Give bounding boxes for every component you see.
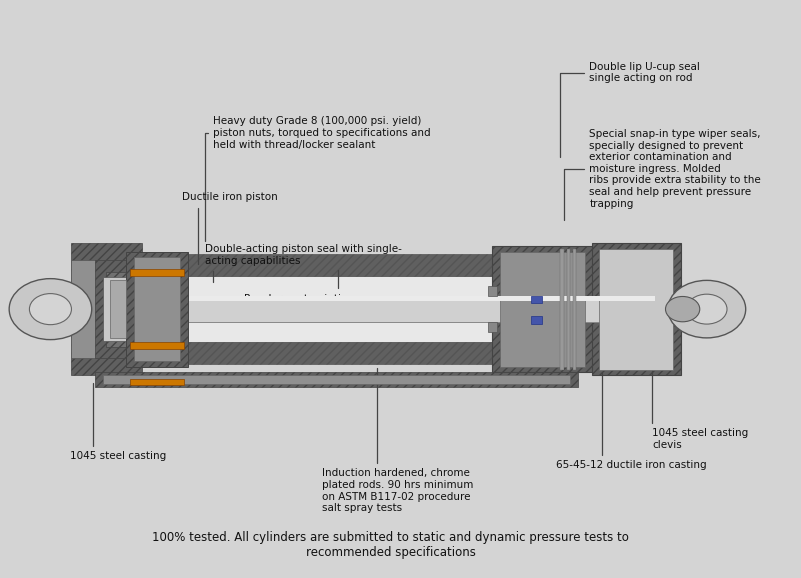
Bar <box>130 379 184 385</box>
Bar <box>561 249 564 369</box>
Text: Special snap-in type wiper seals,
specially designed to prevent
exterior contami: Special snap-in type wiper seals, specia… <box>564 129 761 220</box>
Bar <box>111 280 126 338</box>
Bar <box>573 249 576 369</box>
Bar <box>107 272 128 347</box>
Text: 1045 steel casting: 1045 steel casting <box>70 383 166 461</box>
Bar <box>71 260 142 358</box>
Bar <box>142 276 531 342</box>
Bar <box>134 257 180 361</box>
Bar <box>566 249 570 369</box>
Text: Double-acting piston seal with single-
acting capabilities: Double-acting piston seal with single- a… <box>205 244 402 281</box>
Text: 65-45-12 ductile iron casting: 65-45-12 ductile iron casting <box>556 373 706 470</box>
Circle shape <box>666 297 700 322</box>
Bar <box>142 297 655 301</box>
Text: Powder coat painting: Powder coat painting <box>244 270 355 303</box>
Bar <box>599 249 674 369</box>
Bar <box>488 322 497 332</box>
Text: Ductile iron piston: Ductile iron piston <box>182 192 278 264</box>
Bar <box>71 243 142 375</box>
Circle shape <box>9 279 91 340</box>
Bar <box>592 243 681 375</box>
Bar <box>130 269 184 276</box>
Bar <box>492 246 593 372</box>
Text: 1045 steel casting
clevis: 1045 steel casting clevis <box>652 354 748 450</box>
Bar <box>531 296 542 303</box>
Bar <box>142 342 531 364</box>
Text: Double lip U-cup seal
single acting on rod: Double lip U-cup seal single acting on r… <box>561 62 700 157</box>
Text: Induction hardened, chrome
plated rods. 90 hrs minimum
on ASTM B117-02 procedure: Induction hardened, chrome plated rods. … <box>322 368 473 513</box>
Bar <box>531 316 542 324</box>
Circle shape <box>686 294 727 324</box>
Circle shape <box>30 294 71 325</box>
Bar <box>142 297 655 322</box>
Bar <box>95 372 578 387</box>
Text: 100% tested. All cylinders are submitted to static and dynamic pressure tests to: 100% tested. All cylinders are submitted… <box>152 531 629 560</box>
Bar <box>130 343 184 349</box>
Bar <box>500 251 586 366</box>
Bar <box>126 251 188 366</box>
Bar <box>142 254 531 276</box>
Circle shape <box>668 280 746 338</box>
Text: Heavy duty Grade 8 (100,000 psi. yield)
piston nuts, torqued to specifications a: Heavy duty Grade 8 (100,000 psi. yield) … <box>205 116 431 242</box>
Bar <box>488 286 497 297</box>
Bar <box>95 260 134 358</box>
Bar <box>103 277 130 341</box>
Bar <box>103 375 570 384</box>
